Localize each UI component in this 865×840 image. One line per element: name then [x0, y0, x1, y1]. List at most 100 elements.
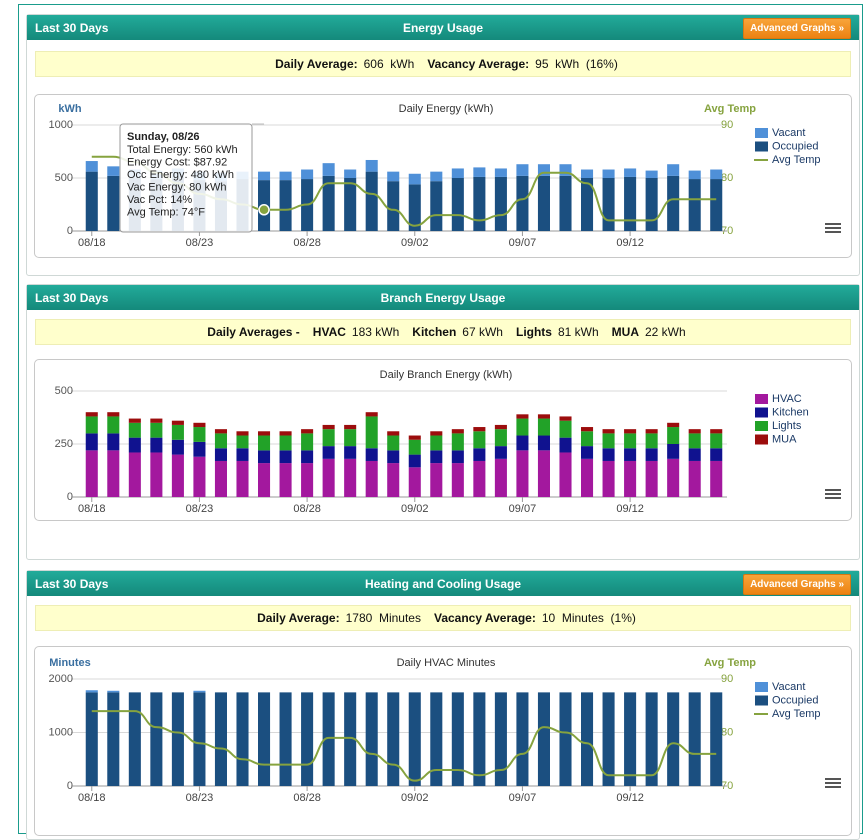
bar-segment: [85, 412, 98, 417]
hover-point: [258, 204, 270, 216]
bar-segment: [451, 463, 464, 497]
bar-segment: [107, 175, 120, 231]
summary-label: Vacancy Average:: [427, 57, 530, 71]
bar-segment: [645, 429, 658, 434]
bar-segment: [85, 692, 98, 786]
bar-segment: [667, 422, 680, 428]
bar-segment: [688, 692, 701, 786]
advanced-graphs-button[interactable]: Advanced Graphs »: [743, 574, 851, 595]
bar-segment: [602, 433, 615, 449]
menu-icon-bar: [825, 497, 841, 499]
bar-segment: [344, 424, 357, 430]
summary-value: 67 kWh: [462, 325, 503, 339]
bar-segment: [624, 448, 637, 461]
bar-segment: [279, 171, 292, 181]
bar-segment: [581, 446, 594, 459]
y-axis-label: kWh: [58, 103, 82, 115]
chart-title: Daily Energy (kWh): [399, 103, 494, 115]
bar-segment: [214, 460, 227, 497]
bar-segment: [344, 178, 357, 231]
bar-segment: [128, 437, 141, 453]
bar-segment: [688, 448, 701, 461]
bar-segment: [494, 424, 507, 430]
bar-segment: [451, 433, 464, 451]
bar-segment: [408, 435, 421, 440]
bar-segment: [301, 692, 314, 786]
bar-segment: [258, 171, 271, 181]
legend-label: MUA: [772, 433, 797, 445]
bar-segment: [602, 429, 615, 434]
bar-segment: [344, 458, 357, 497]
bar-segment: [387, 463, 400, 497]
chart: Daily HVAC Minutes Minutes Avg Temp 0 1000 20…: [49, 657, 841, 804]
bar-segment: [107, 692, 120, 786]
x-tick-label: 08/23: [186, 237, 214, 249]
bar-segment: [473, 176, 486, 231]
legend-swatch: [755, 434, 768, 445]
legend-swatch: [755, 141, 768, 152]
bar-segment: [258, 431, 271, 436]
bar-segment: [128, 692, 141, 786]
bar-segment: [624, 692, 637, 786]
bar-segment: [451, 178, 464, 231]
menu-icon-bar: [825, 227, 841, 229]
bar-segment: [107, 690, 120, 693]
bar-segment: [387, 450, 400, 464]
bar-segment: [559, 420, 572, 438]
x-tick-label: 09/12: [616, 792, 644, 804]
bar-segment: [365, 416, 378, 449]
bar-segment: [602, 169, 615, 178]
bar-segment: [430, 692, 443, 786]
page: {"panels": [ {"period": "Last 30 Days", …: [18, 4, 863, 840]
legend-label: Avg Temp: [772, 708, 821, 720]
summary-label: HVAC: [312, 325, 346, 339]
bar-segment: [537, 692, 550, 786]
bar-segment: [430, 431, 443, 436]
bar-segment: [559, 692, 572, 786]
bar-segment: [516, 418, 529, 436]
bar-segment: [624, 429, 637, 434]
bar-segment: [107, 166, 120, 176]
panel: Last 30 Days Branch Energy Usage Daily Ave…: [26, 284, 860, 560]
bar-segment: [107, 450, 120, 497]
bar-segment: [301, 433, 314, 451]
y2-tick-label: 90: [721, 673, 733, 685]
bar-segment: [193, 456, 206, 497]
bar-segment: [322, 424, 335, 430]
bar-segment: [451, 168, 464, 178]
y2-axis-label: Avg Temp: [704, 103, 756, 115]
x-tick-label: 09/07: [509, 503, 537, 515]
advanced-graphs-button[interactable]: Advanced Graphs »: [743, 18, 851, 39]
summary-value: 95 kWh (16%): [535, 57, 618, 71]
bar-segment: [128, 418, 141, 423]
bar-segment: [150, 418, 163, 423]
bar-segment: [236, 431, 249, 436]
bar-segment: [344, 429, 357, 447]
bar-segment: [322, 446, 335, 459]
bar-segment: [344, 446, 357, 459]
bar-segment: [408, 467, 421, 497]
bar-segment: [516, 414, 529, 419]
legend-label: Occupied: [772, 140, 818, 152]
bar-segment: [85, 416, 98, 434]
bar-segment: [537, 164, 550, 176]
y-tick-label: 500: [55, 172, 73, 184]
bar-segment: [494, 176, 507, 231]
bar-segment: [236, 448, 249, 461]
bar-segment: [236, 692, 249, 786]
menu-icon-bar: [825, 782, 841, 784]
x-tick-label: 08/18: [78, 237, 106, 249]
period-label: Last 30 Days: [35, 21, 109, 35]
bar-segment: [537, 418, 550, 436]
tooltip-line: Occ Energy: 480 kWh: [127, 169, 234, 181]
bar-segment: [322, 458, 335, 497]
bar-segment: [516, 692, 529, 786]
chart: Daily Energy (kWh) kWh Avg Temp 0 500 1000 70 8…: [49, 103, 841, 249]
bar-segment: [279, 431, 292, 436]
chart: Daily Branch Energy (kWh) 0 250 500 08/18 08/…: [55, 369, 841, 515]
bar-segment: [667, 175, 680, 231]
bar-segment: [581, 169, 594, 178]
y-tick-label: 0: [67, 225, 73, 237]
bar-segment: [279, 463, 292, 497]
y-tick-label: 1000: [49, 119, 73, 131]
